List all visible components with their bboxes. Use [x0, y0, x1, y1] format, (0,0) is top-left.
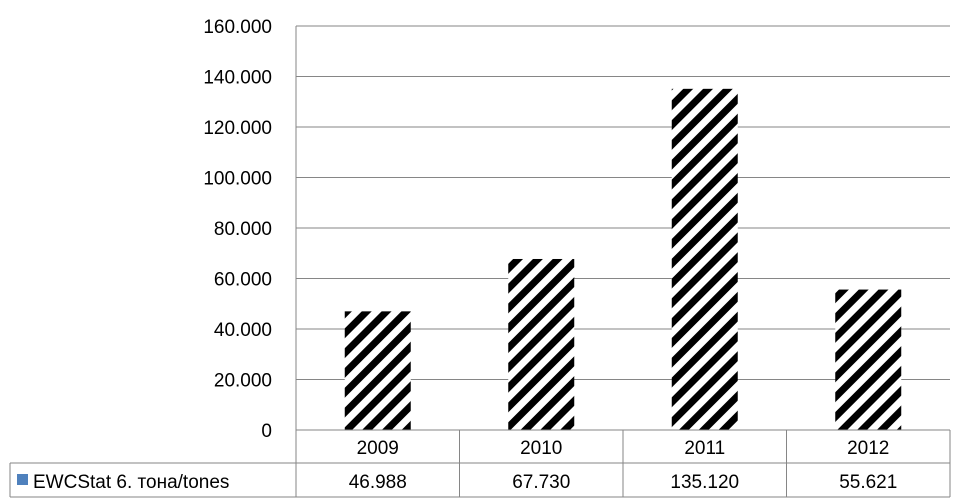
x-category-label: 2011 [684, 438, 725, 459]
data-table-value: 46.988 [349, 472, 407, 493]
legend-swatch [17, 474, 28, 485]
y-tick-label: 20.000 [214, 371, 272, 392]
bar-2010 [508, 258, 575, 430]
y-tick-label: 40.000 [214, 320, 272, 341]
legend-series-name: EWCStat 6. тона/tones [33, 472, 229, 493]
y-tick-label: 100.000 [203, 169, 272, 190]
y-tick-label: 140.000 [203, 68, 272, 89]
data-table-value: 55.621 [839, 472, 897, 493]
x-category-label: 2009 [357, 438, 399, 459]
bar-2011 [671, 88, 738, 431]
bar-2009 [344, 311, 411, 430]
y-tick-label: 0 [261, 421, 272, 442]
y-tick-label: 160.000 [203, 17, 272, 38]
y-tick-label: 80.000 [214, 219, 272, 240]
data-table-value: 135.120 [670, 472, 739, 493]
y-tick-label: 60.000 [214, 270, 272, 291]
bar-2012 [835, 289, 902, 430]
x-category-label: 2010 [520, 438, 562, 459]
y-tick-label: 120.000 [203, 118, 272, 139]
x-category-label: 2012 [847, 438, 889, 459]
data-table-value: 67.730 [512, 472, 570, 493]
